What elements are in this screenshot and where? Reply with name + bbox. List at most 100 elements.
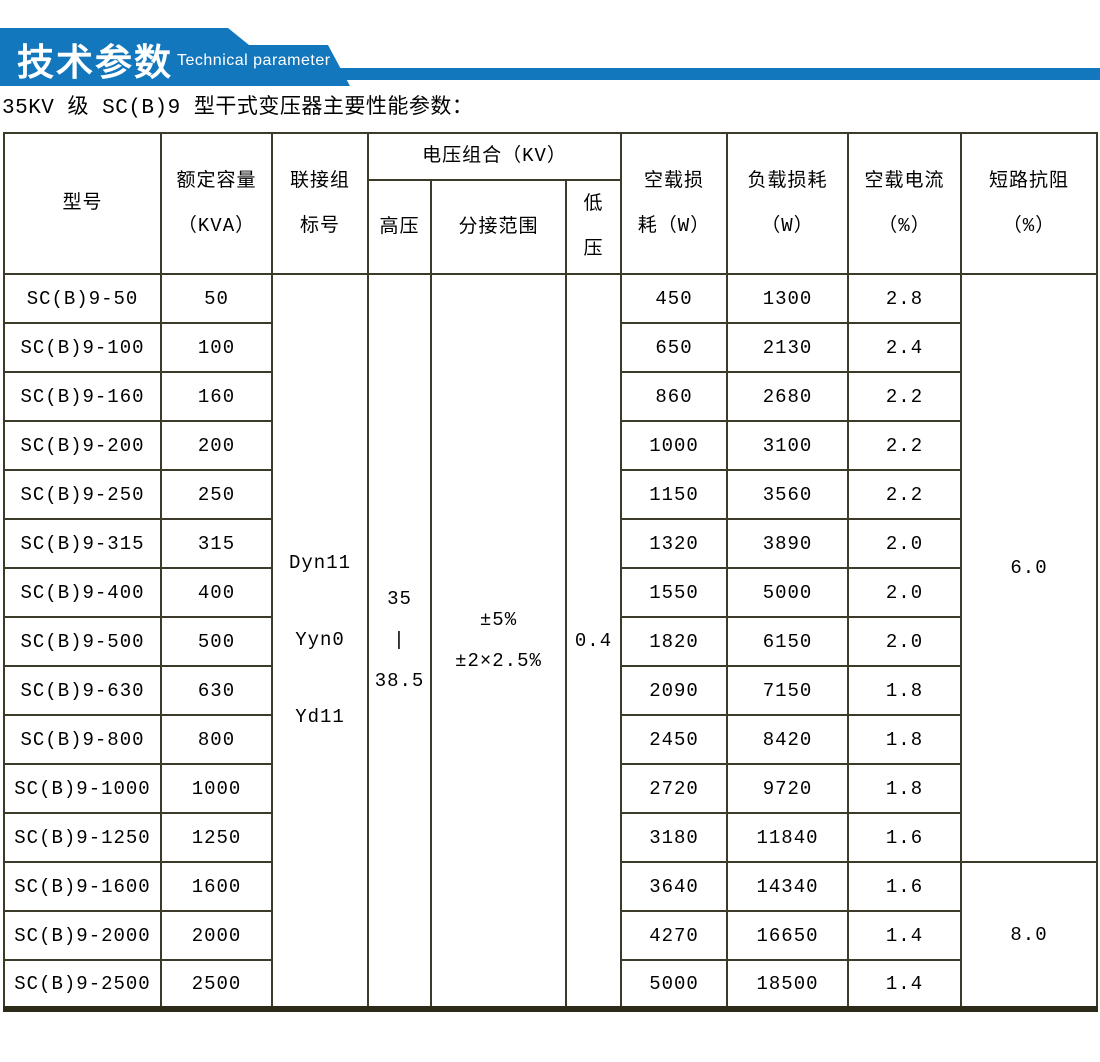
cell-model: SC(B)9-250 [3,469,162,520]
cell-capacity: 1250 [160,812,273,863]
cell-load-loss: 5000 [726,567,849,618]
cell-no-load-loss: 860 [620,371,728,422]
cell-model: SC(B)9-1600 [3,861,162,912]
cell-no-load-loss: 650 [620,322,728,373]
cell-no-load-current: 1.6 [847,861,962,912]
cell-no-load-current: 1.8 [847,763,962,814]
cell-no-load-loss: 1320 [620,518,728,569]
cell-no-load-loss: 1820 [620,616,728,667]
table-row: SC(B)9-800 800 2450 8420 1.8 [3,714,1097,765]
cell-load-loss: 2680 [726,371,849,422]
cell-load-loss: 18500 [726,959,849,1010]
cell-model: SC(B)9-630 [3,665,162,716]
banner-title-en: Technical parameter [177,52,331,69]
cell-model: SC(B)9-200 [3,420,162,471]
cell-impedance: 6.0 [960,273,1098,863]
cell-no-load-loss: 4270 [620,910,728,961]
cell-no-load-current: 2.0 [847,567,962,618]
cell-no-load-loss: 1550 [620,567,728,618]
table-row: SC(B)9-1000 1000 2720 9720 1.8 [3,763,1097,814]
cell-lv-voltage: 0.4 [565,273,622,1010]
cell-capacity: 800 [160,714,273,765]
header-tap-range: 分接范围 [430,179,567,275]
header-no-load-loss: 空载损 耗（W） [620,132,728,275]
cell-model: SC(B)9-800 [3,714,162,765]
cell-no-load-current: 1.6 [847,812,962,863]
cell-load-loss: 16650 [726,910,849,961]
cell-no-load-loss: 5000 [620,959,728,1010]
cell-no-load-current: 2.2 [847,420,962,471]
cell-load-loss: 1300 [726,273,849,324]
cell-no-load-current: 2.2 [847,371,962,422]
table-header: 型号 额定容量 （KVA） 联接组 标号 电压组合（KV） 空载损 耗（W） 负… [3,132,1098,275]
cell-model: SC(B)9-2500 [3,959,162,1010]
table-row: SC(B)9-2000 2000 4270 16650 1.4 [3,910,1097,961]
cell-no-load-loss: 2450 [620,714,728,765]
cell-capacity: 315 [160,518,273,569]
cell-load-loss: 11840 [726,812,849,863]
table-row: SC(B)9-250 250 1150 3560 2.2 [3,469,1097,520]
cell-hv-voltage: 35 | 38.5 [367,273,432,1010]
cell-load-loss: 8420 [726,714,849,765]
table-row: SC(B)9-100 100 650 2130 2.4 [3,322,1097,373]
cell-model: SC(B)9-1000 [3,763,162,814]
cell-capacity: 500 [160,616,273,667]
cell-model: SC(B)9-1250 [3,812,162,863]
cell-no-load-current: 2.0 [847,518,962,569]
cell-no-load-loss: 1000 [620,420,728,471]
cell-model: SC(B)9-160 [3,371,162,422]
cell-no-load-current: 1.8 [847,665,962,716]
cell-no-load-loss: 2090 [620,665,728,716]
section-banner: 技术参数 Technical parameter [0,0,1100,96]
cell-load-loss: 3100 [726,420,849,471]
cell-no-load-current: 1.8 [847,714,962,765]
header-no-load-current: 空载电流 （%） [847,132,962,275]
header-connection: 联接组 标号 [271,132,369,275]
cell-no-load-current: 1.4 [847,959,962,1010]
table-row: SC(B)9-1600 1600 3640 14340 1.6 8.0 [3,861,1098,1010]
cell-capacity: 100 [160,322,273,373]
table-row: SC(B)9-50 50 Dyn11 Yyn0 Yd11 35 | 38.5 ±5% ±… [3,273,1098,1010]
cell-load-loss: 6150 [726,616,849,667]
cell-load-loss: 3890 [726,518,849,569]
header-load-loss: 负载损耗 （W） [726,132,849,275]
header-lv: 低 压 [565,179,622,275]
header-row-2: 高压 分接范围 低 压 [4,179,1097,275]
cell-no-load-current: 2.0 [847,616,962,667]
cell-no-load-current: 1.4 [847,910,962,961]
cell-capacity: 250 [160,469,273,520]
cell-no-load-loss: 3180 [620,812,728,863]
cell-load-loss: 3560 [726,469,849,520]
page-title: 35KV 级 SC(B)9 型干式变压器主要性能参数： [2,97,474,120]
header-row-1: 型号 额定容量 （KVA） 联接组 标号 电压组合（KV） 空载损 耗（W） 负… [3,132,1098,275]
header-model: 型号 [3,132,162,275]
cell-capacity: 1000 [160,763,273,814]
cell-impedance: 8.0 [960,861,1098,1010]
cell-capacity: 50 [160,273,273,324]
cell-capacity: 2000 [160,910,273,961]
cell-load-loss: 9720 [726,763,849,814]
cell-capacity: 1600 [160,861,273,912]
cell-no-load-current: 2.2 [847,469,962,520]
table-row: SC(B)9-2500 2500 5000 18500 1.4 [3,959,1097,1010]
cell-no-load-loss: 3640 [620,861,728,912]
header-hv: 高压 [367,179,432,275]
cell-connection-group: Dyn11 Yyn0 Yd11 [271,273,369,1010]
cell-capacity: 630 [160,665,273,716]
cell-model: SC(B)9-2000 [3,910,162,961]
cell-load-loss: 2130 [726,322,849,373]
cell-no-load-loss: 1150 [620,469,728,520]
cell-load-loss: 14340 [726,861,849,912]
cell-no-load-current: 2.4 [847,322,962,373]
cell-model: SC(B)9-50 [3,273,162,324]
cell-load-loss: 7150 [726,665,849,716]
cell-no-load-loss: 450 [620,273,728,324]
table-row: SC(B)9-315 315 1320 3890 2.0 [3,518,1097,569]
cell-model: SC(B)9-100 [3,322,162,373]
table-row: SC(B)9-400 400 1550 5000 2.0 [3,567,1097,618]
cell-capacity: 2500 [160,959,273,1010]
cell-capacity: 400 [160,567,273,618]
cell-model: SC(B)9-400 [3,567,162,618]
table-row: SC(B)9-500 500 1820 6150 2.0 [3,616,1097,667]
header-capacity: 额定容量 （KVA） [160,132,273,275]
